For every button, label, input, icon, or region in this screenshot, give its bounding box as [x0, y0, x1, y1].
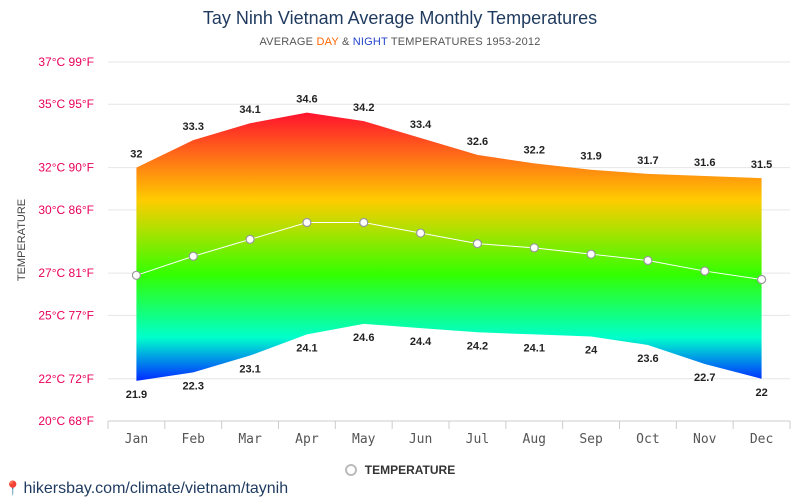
- x-tick-label: Feb: [182, 432, 206, 447]
- x-tick-label: Jun: [409, 432, 432, 447]
- temperature-point: [472, 239, 483, 249]
- temperature-point: [131, 270, 142, 280]
- x-tick-label: Jul: [466, 432, 489, 447]
- y-tick-label: 37°C 99°F: [38, 55, 94, 69]
- night-data-label: 24.4: [410, 336, 432, 348]
- temperature-point: [586, 249, 596, 259]
- night-data-label: 24.1: [524, 342, 545, 354]
- chart-title: Tay Ninh Vietnam Average Monthly Tempera…: [202, 8, 598, 28]
- night-data-label: 23.1: [239, 364, 260, 376]
- chart-subtitle: AVERAGE DAY & NIGHT TEMPERATURES 1953-20…: [0, 36, 800, 48]
- temperature-point: [643, 255, 653, 266]
- y-tick-label: 22°C 72°F: [38, 372, 94, 386]
- x-tick-label: Nov: [693, 432, 717, 447]
- day-data-label: 32: [130, 149, 142, 161]
- subtitle-amp: &: [338, 36, 353, 48]
- temperature-point: [302, 217, 312, 228]
- temperature-point: [756, 274, 767, 285]
- night-data-label: 22: [755, 387, 767, 399]
- temperature-point: [415, 228, 426, 238]
- legend-marker-icon: [344, 464, 357, 476]
- temperature-point: [359, 217, 369, 228]
- night-data-label: 23.6: [637, 353, 658, 365]
- y-tick-label: 32°C 90°F: [38, 161, 94, 175]
- x-tick-label: May: [352, 432, 376, 447]
- temperature-point: [700, 266, 710, 276]
- y-tick-label: 30°C 86°F: [38, 203, 94, 217]
- temperature-point: [245, 234, 255, 244]
- day-data-label: 31.5: [751, 159, 772, 171]
- subtitle-suffix: TEMPERATURES 1953-2012: [387, 36, 541, 48]
- day-data-label: 31.7: [637, 155, 658, 167]
- day-data-label: 31.6: [694, 157, 715, 169]
- day-night-band: [136, 112, 762, 381]
- x-tick-label: Oct: [636, 432, 659, 447]
- y-tick-label: 35°C 95°F: [38, 97, 94, 111]
- night-data-label: 22.3: [183, 380, 204, 392]
- x-tick-label: Jan: [125, 432, 148, 447]
- subtitle-day: DAY: [316, 36, 339, 48]
- x-tick-label: Sep: [579, 432, 603, 447]
- night-data-label: 21.9: [126, 389, 147, 401]
- temperature-point: [188, 251, 198, 261]
- night-data-label: 22.7: [694, 372, 715, 384]
- x-tick-label: Mar: [238, 432, 262, 447]
- night-data-label: 24: [585, 345, 598, 357]
- y-tick-label: 20°C 68°F: [38, 414, 94, 428]
- night-data-label: 24.2: [467, 340, 488, 352]
- source-url: hikersbay.com/climate/vietnam/taynih: [23, 480, 289, 497]
- day-data-label: 34.2: [353, 102, 374, 114]
- day-data-label: 34.6: [296, 94, 317, 106]
- day-data-label: 31.9: [580, 151, 601, 163]
- y-tick-label: 25°C 77°F: [38, 308, 94, 322]
- location-pin-icon: 📍: [4, 480, 22, 496]
- y-tick-label: 27°C 81°F: [38, 266, 94, 280]
- day-data-label: 32.2: [524, 144, 545, 156]
- day-data-label: 34.1: [239, 104, 260, 116]
- x-tick-label: Apr: [295, 432, 319, 447]
- night-data-label: 24.1: [296, 342, 317, 354]
- temperature-point: [529, 243, 539, 253]
- temperature-line: [136, 221, 762, 281]
- day-data-label: 33.3: [183, 121, 204, 133]
- x-tick-label: Aug: [523, 432, 546, 447]
- night-data-label: 24.6: [353, 332, 374, 344]
- subtitle-prefix: AVERAGE: [259, 36, 317, 48]
- subtitle-night: NIGHT: [352, 36, 388, 48]
- day-data-label: 32.6: [467, 136, 488, 148]
- legend-label: TEMPERATURE: [364, 463, 456, 477]
- source-link[interactable]: 📍 hikersbay.com/climate/vietnam/taynih: [4, 480, 288, 498]
- x-tick-label: Dec: [750, 432, 773, 447]
- day-data-label: 33.4: [410, 119, 432, 131]
- legend[interactable]: TEMPERATURE: [0, 463, 800, 477]
